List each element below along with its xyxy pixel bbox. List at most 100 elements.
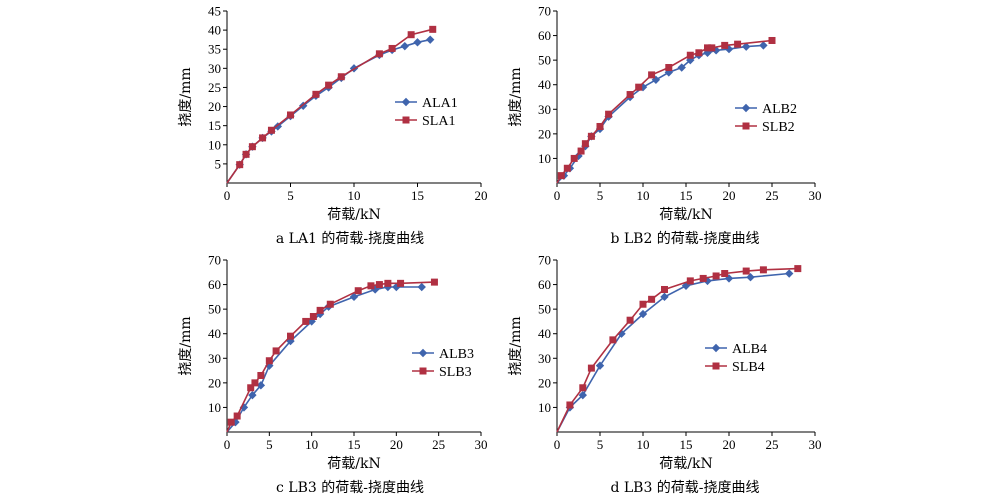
legend-swatch-marker <box>742 122 750 130</box>
chart-panel-b: 0 5 10 15 20 25 30 10 20 30 40 50 60 70 荷载/kN 挠度/mm ALB2… <box>508 4 822 248</box>
y-tick-label: 50 <box>538 302 551 317</box>
data-point <box>578 390 587 400</box>
y-tick-label: 30 <box>538 102 551 117</box>
legend-entry-label: SLB4 <box>732 360 765 375</box>
data-point <box>430 278 438 286</box>
data-point <box>639 300 647 308</box>
x-tick-label: 5 <box>266 437 273 452</box>
y-tick-label: 20 <box>208 375 221 390</box>
legend-entry-label: ALA1 <box>422 96 458 111</box>
x-tick-label: 30 <box>809 437 822 452</box>
legend-swatch-marker <box>418 348 428 358</box>
data-point <box>267 126 275 134</box>
data-point <box>236 161 244 169</box>
data-point <box>429 25 437 33</box>
y-tick-label: 30 <box>538 351 551 366</box>
data-point <box>609 336 617 344</box>
chart-panel-a: 0 5 10 15 20 5 10 15 20 25 30 35 40 45 荷载/kN 挠度/mm ALA1 S… <box>178 4 488 248</box>
y-tick-label: 50 <box>538 53 551 68</box>
data-point <box>413 38 422 47</box>
x-tick-label: 15 <box>411 188 424 203</box>
y-tick-label: 70 <box>538 4 551 19</box>
y-tick-label: 60 <box>208 277 221 292</box>
y-tick-label: 40 <box>538 77 551 92</box>
series-ala1 <box>226 35 435 184</box>
legend-swatch-marker <box>419 367 427 375</box>
y-tick-label: 5 <box>215 156 222 171</box>
data-point <box>587 364 595 372</box>
data-point <box>259 134 267 142</box>
data-point <box>577 147 585 155</box>
y-tick-label: 20 <box>538 375 551 390</box>
data-point <box>768 36 776 44</box>
data-point <box>248 143 256 151</box>
data-point <box>742 42 751 51</box>
x-tick-label: 0 <box>554 188 561 203</box>
series-line <box>556 39 773 184</box>
data-point <box>257 371 265 379</box>
legend-swatch-marker <box>712 362 720 370</box>
data-point <box>354 287 362 295</box>
data-point <box>384 279 392 287</box>
data-point <box>785 269 794 278</box>
x-axis-label: 荷载/kN <box>659 207 712 223</box>
data-point <box>648 295 656 303</box>
series-alb2 <box>556 41 768 184</box>
y-tick-label: 10 <box>208 137 221 152</box>
data-point <box>708 44 716 52</box>
x-tick-label: 25 <box>432 437 445 452</box>
y-axis-label: 挠度/mm <box>508 67 524 126</box>
legend-entry-label: SLB3 <box>439 365 472 380</box>
data-point <box>233 412 241 420</box>
x-axis-label: 荷载/kN <box>327 456 380 472</box>
x-tick-label: 10 <box>305 437 318 452</box>
data-point <box>712 272 720 280</box>
data-point <box>587 132 595 140</box>
y-tick-label: 60 <box>538 277 551 292</box>
legend-swatch-marker <box>401 97 411 107</box>
y-tick-label: 40 <box>208 23 221 38</box>
data-point <box>247 384 255 392</box>
series-alb3 <box>226 282 426 433</box>
series-line <box>226 28 433 184</box>
legend-swatch-marker <box>711 343 721 353</box>
chart-caption: c LB3 的荷载-挠度曲线 <box>276 480 424 496</box>
x-tick-label: 0 <box>224 188 231 203</box>
y-tick-label: 25 <box>208 80 221 95</box>
data-point <box>349 292 359 302</box>
x-tick-label: 30 <box>475 437 488 452</box>
series-slb3 <box>226 278 438 433</box>
x-tick-label: 15 <box>680 437 693 452</box>
data-point <box>648 71 656 79</box>
x-tick-label: 0 <box>554 437 561 452</box>
data-point <box>581 140 589 148</box>
y-tick-label: 10 <box>538 400 551 415</box>
x-axis-label: 荷载/kN <box>327 207 380 223</box>
series-line <box>556 267 798 433</box>
x-tick-label: 20 <box>475 188 488 203</box>
data-point <box>287 332 294 340</box>
legend-swatch-marker <box>741 103 751 113</box>
legend: ALB3 SLB3 <box>412 347 474 380</box>
data-point <box>704 44 711 52</box>
data-point <box>397 279 405 287</box>
data-point <box>579 384 587 392</box>
data-point <box>273 122 282 131</box>
legend-entry-label: ALB3 <box>439 347 474 362</box>
data-point <box>794 265 802 273</box>
y-tick-label: 50 <box>208 302 221 317</box>
data-point <box>734 40 742 48</box>
data-point <box>626 316 634 324</box>
data-point <box>325 81 333 89</box>
x-tick-label: 5 <box>597 437 604 452</box>
data-point <box>746 273 755 282</box>
legend-entry-label: SLB2 <box>762 120 795 135</box>
x-tick-label: 25 <box>766 188 779 203</box>
legend-entry-label: SLA1 <box>422 114 455 129</box>
x-tick-label: 0 <box>224 437 231 452</box>
data-point <box>677 63 686 72</box>
chart-caption: d LB3 的荷载-挠度曲线 <box>610 480 759 496</box>
data-point <box>651 75 661 84</box>
y-tick-label: 20 <box>538 126 551 141</box>
